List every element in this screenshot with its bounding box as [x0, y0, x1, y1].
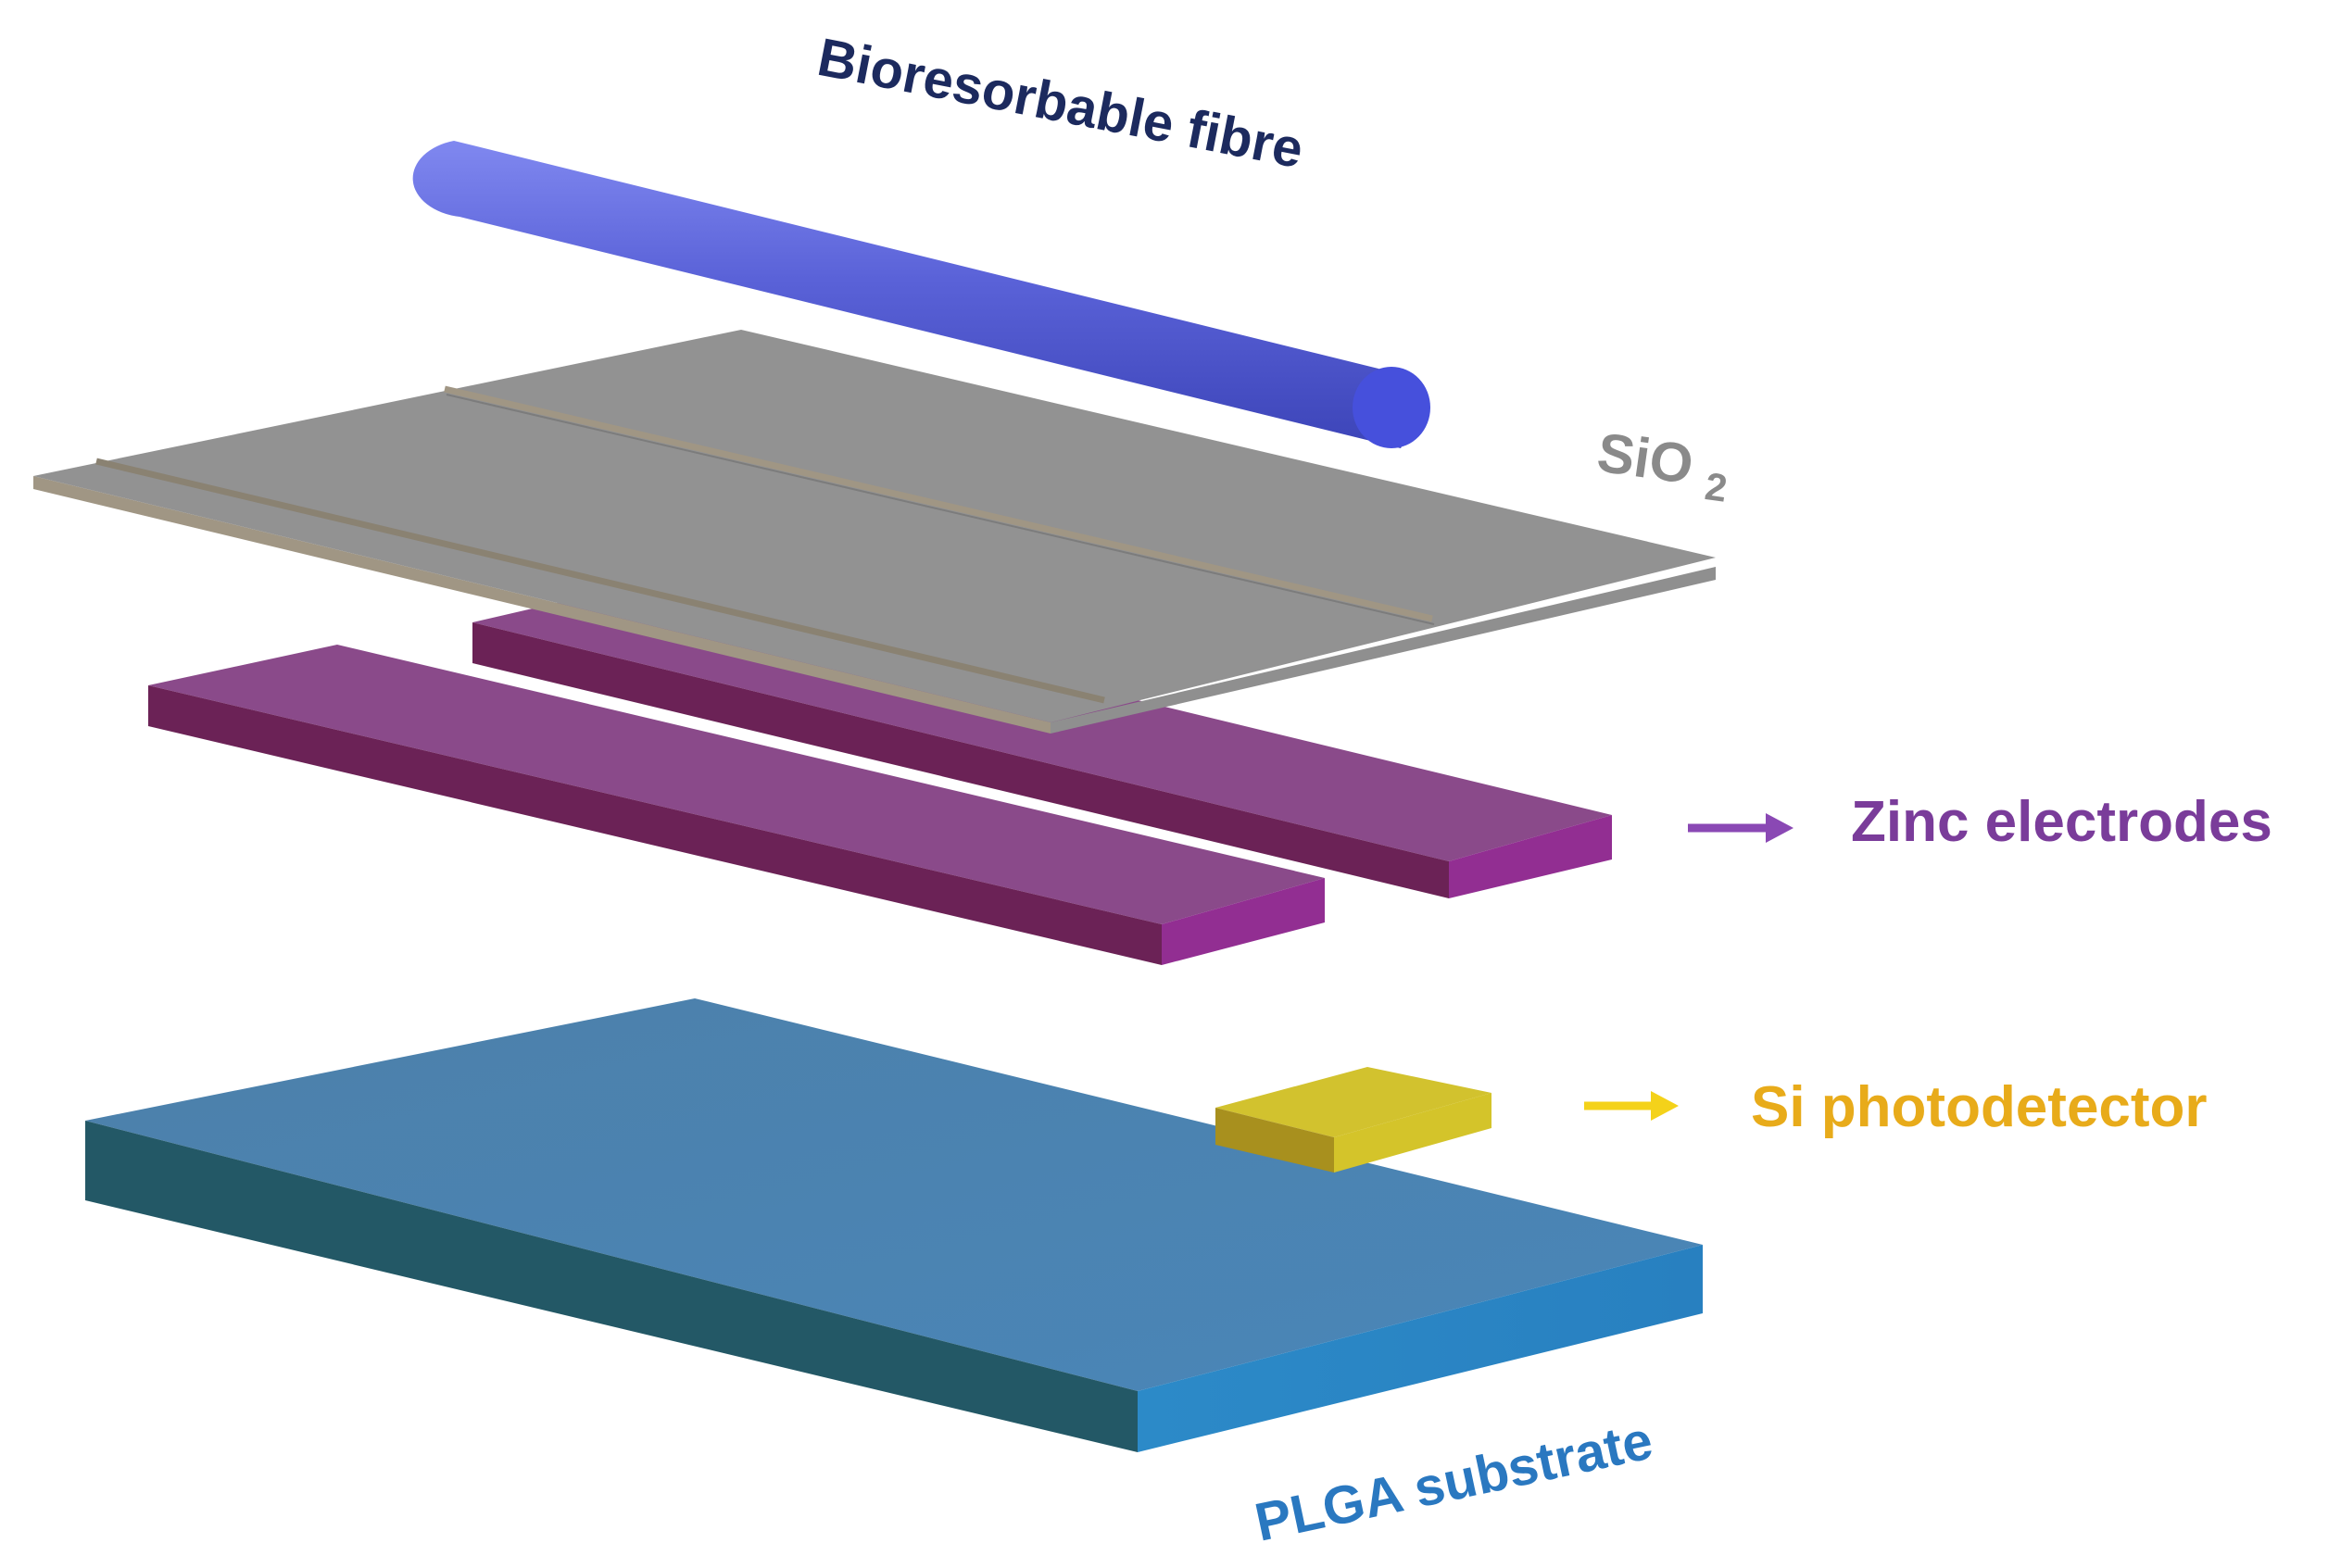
substrate-label: PLGA substrate: [1250, 1410, 1657, 1552]
electrode-front-side-face: [148, 685, 1162, 965]
sio2-label-main: SiO: [1593, 421, 1697, 496]
sio2-layer: [33, 330, 1716, 734]
electrode-back-end-face: [1449, 815, 1612, 898]
photodetector-front-face: [1215, 1108, 1334, 1173]
electrode-back-side-face: [472, 622, 1449, 898]
fibre-end-cap: [1353, 367, 1430, 448]
bioresorbable-fibre: [412, 141, 1430, 448]
photodetector-arrow: [1584, 1091, 1679, 1121]
plga-substrate: [85, 998, 1703, 1452]
si-photodetector: [1215, 1067, 1491, 1173]
sio2-label: SiO 2: [1592, 421, 1734, 510]
sio2-label-subscript: 2: [1703, 464, 1731, 510]
sio2-front-edge: [33, 476, 1051, 734]
sio2-groove-front: [95, 458, 1105, 704]
electrodes-label: Zinc electrodes: [1851, 790, 2272, 854]
substrate-end-face: [1138, 1245, 1703, 1452]
substrate-front-face: [85, 1121, 1138, 1452]
zinc-electrode-front: [148, 645, 1325, 965]
electrode-front-top-face: [148, 645, 1325, 924]
fibre-label: Bioresorbable fibre: [813, 27, 1308, 180]
electrodes-arrow: [1688, 813, 1794, 843]
sio2-top-face: [33, 330, 1716, 722]
sio2-groove-center-shade: [446, 394, 1435, 625]
sio2-end-edge: [1051, 567, 1716, 734]
photodetector-end-face: [1334, 1093, 1491, 1173]
photodetector-top-face: [1215, 1067, 1491, 1137]
photodetector-label: Si photodetector: [1751, 1075, 2208, 1139]
sio2-groove-center: [444, 385, 1433, 622]
electrode-front-end-face: [1162, 878, 1325, 965]
fibre-body: [412, 141, 1409, 448]
substrate-top-face: [85, 998, 1703, 1391]
